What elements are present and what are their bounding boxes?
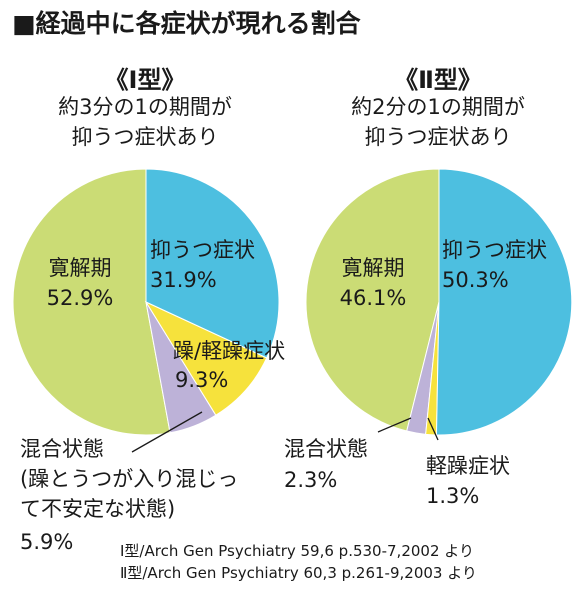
chart-title: ■経過中に各症状が現れる割合: [12, 9, 361, 38]
pie2-slice-remission: [305, 168, 440, 432]
pie1-slice-hypomania: [144, 300, 268, 416]
pie2-hypomania-leader-line: [427, 417, 439, 441]
pie1-mania-label: 躁/軽躁症状: [173, 339, 286, 363]
pie2-remission-value: 46.1%: [339, 286, 407, 310]
pie2-title: 《Ⅱ型》: [394, 66, 482, 94]
pie1-depression-value: 31.9%: [150, 268, 217, 292]
pie2-subtitle-line2: 抑うつ症状あり: [364, 125, 512, 149]
pie2-remission-label: 寛解期: [341, 256, 405, 280]
pie1-slice-remission: [12, 168, 171, 436]
pie2-slice-depression: [435, 168, 573, 436]
pie2-depression-label: 抑うつ症状: [442, 238, 547, 262]
pie1-subtitle-line1: 約3分の1の期間が: [58, 95, 232, 119]
pie1-slice-depression: [145, 168, 280, 359]
pie1-depression-label: 抑うつ症状: [150, 238, 255, 262]
pie1-remission-value: 52.9%: [46, 286, 114, 310]
pie1-mixed-label: 混合状態: [20, 437, 104, 461]
pie1-mixed-note-line1: (躁とうつが入り混じっ: [20, 467, 239, 491]
pie2-hypomania-label: 軽躁症状: [426, 454, 510, 478]
pie2-mixed-value: 2.3%: [284, 468, 338, 492]
pie2-mixed-leader-line: [377, 417, 412, 433]
source-note-type2: Ⅱ型/Arch Gen Psychiatry 60,3 p.261-9,2003…: [120, 564, 477, 582]
source-note-type1: Ⅰ型/Arch Gen Psychiatry 59,6 p.530-7,2002…: [120, 542, 474, 560]
pie1-remission-label: 寛解期: [48, 256, 112, 280]
pie2-mixed-label: 混合状態: [284, 437, 368, 461]
pie1-subtitle-line2: 抑うつ症状あり: [71, 125, 219, 149]
pie1-title: 《Ⅰ型》: [104, 66, 186, 94]
pie1-mixed-note-line2: て不安定な状態): [20, 497, 176, 521]
pie2-subtitle-line1: 約2分の1の期間が: [351, 95, 525, 119]
pie1-mixed-value: 5.9%: [20, 530, 74, 554]
pie1-mixed-leader-line: [131, 411, 203, 453]
pie2-depression-value: 50.3%: [442, 268, 509, 292]
pie2-hypomania-value: 1.3%: [426, 484, 480, 508]
pie1-mania-value: 9.3%: [175, 368, 229, 392]
